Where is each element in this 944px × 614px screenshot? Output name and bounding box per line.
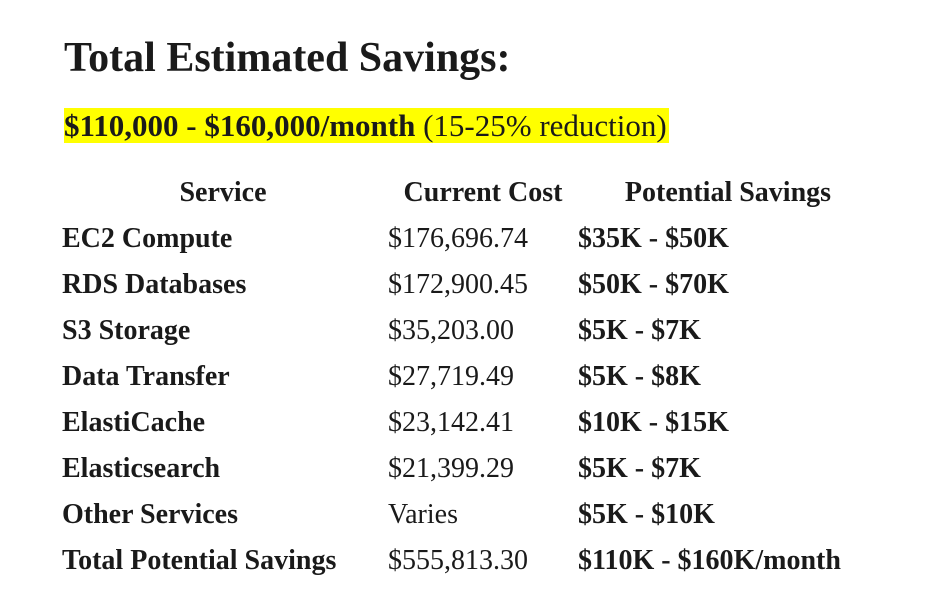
savings-summary: $110,000 - $160,000/month (15-25% reduct… xyxy=(64,106,669,146)
savings-table: Service Current Cost Potential Savings E… xyxy=(62,170,878,584)
table-row-total: Total Potential Savings $555,813.30 $110… xyxy=(62,538,878,584)
potential-savings-cell: $5K - $10K xyxy=(578,499,715,530)
current-cost-cell: $27,719.49 xyxy=(388,361,514,392)
service-cell: S3 Storage xyxy=(62,315,191,346)
service-cell: Elasticsearch xyxy=(62,453,221,484)
service-cell: Data Transfer xyxy=(62,361,230,392)
current-cost-cell: $555,813.30 xyxy=(388,545,528,576)
table-row: RDS Databases $172,900.45 $50K - $70K xyxy=(62,262,878,308)
potential-savings-cell: $10K - $15K xyxy=(578,407,729,438)
potential-savings-cell: $110K - $160K/month xyxy=(578,545,841,576)
table-row: Elasticsearch $21,399.29 $5K - $7K xyxy=(62,446,878,492)
current-cost-cell: $172,900.45 xyxy=(388,269,528,300)
reduction-percentage: (15-25% reduction) xyxy=(423,108,667,143)
service-cell: EC2 Compute xyxy=(62,223,233,254)
service-cell: Total Potential Savings xyxy=(62,545,337,576)
header-current-cost: Current Cost xyxy=(403,177,563,208)
current-cost-cell: $176,696.74 xyxy=(388,223,528,254)
table-row: S3 Storage $35,203.00 $5K - $7K xyxy=(62,308,878,354)
current-cost-cell: $21,399.29 xyxy=(388,453,514,484)
service-cell: RDS Databases xyxy=(62,269,247,300)
current-cost-cell: $23,142.41 xyxy=(388,407,514,438)
potential-savings-cell: $5K - $8K xyxy=(578,361,701,392)
potential-savings-cell: $5K - $7K xyxy=(578,315,701,346)
table-row: EC2 Compute $176,696.74 $35K - $50K xyxy=(62,216,878,262)
table-row: ElastiCache $23,142.41 $10K - $15K xyxy=(62,400,878,446)
savings-amount: $110,000 - $160,000/month xyxy=(64,108,416,143)
potential-savings-cell: $35K - $50K xyxy=(578,223,729,254)
potential-savings-cell: $5K - $7K xyxy=(578,453,701,484)
current-cost-cell: $35,203.00 xyxy=(388,315,514,346)
potential-savings-cell: $50K - $70K xyxy=(578,269,729,300)
current-cost-cell: Varies xyxy=(388,499,458,530)
table-row: Data Transfer $27,719.49 $5K - $8K xyxy=(62,354,878,400)
summary-highlight: $110,000 - $160,000/month (15-25% reduct… xyxy=(64,108,669,143)
table-row: Other Services Varies $5K - $10K xyxy=(62,492,878,538)
service-cell: ElastiCache xyxy=(62,407,206,438)
page-title: Total Estimated Savings: xyxy=(64,35,511,81)
header-service: Service xyxy=(179,177,267,208)
table-header-row: Service Current Cost Potential Savings xyxy=(62,170,878,216)
service-cell: Other Services xyxy=(62,499,238,530)
header-potential-savings: Potential Savings xyxy=(624,177,832,208)
